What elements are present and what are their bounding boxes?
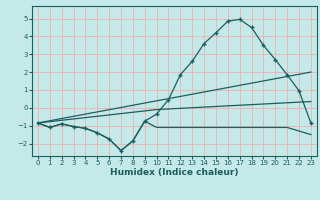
X-axis label: Humidex (Indice chaleur): Humidex (Indice chaleur): [110, 168, 239, 177]
